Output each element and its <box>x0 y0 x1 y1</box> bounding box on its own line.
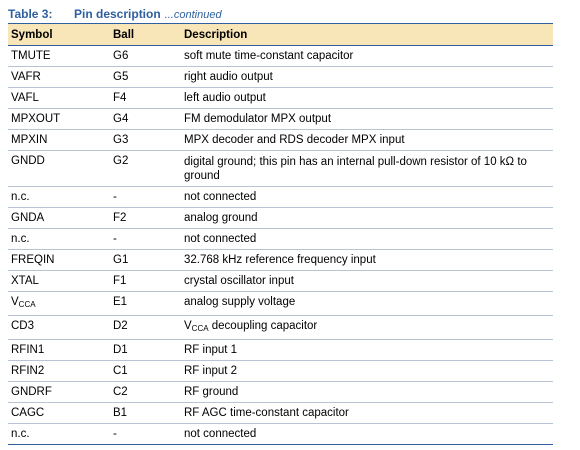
table-row: CD3 D2 VCCA decoupling capacitor <box>8 315 553 340</box>
cell-ball: E1 <box>110 291 178 316</box>
cell-ball: F4 <box>110 87 178 109</box>
cell-symbol: MPXOUT <box>8 108 110 130</box>
description-main: V <box>184 320 192 332</box>
table-row: n.c. - not connected <box>8 228 553 250</box>
table-row: VCCA E1 analog supply voltage <box>8 291 553 316</box>
symbol-main: V <box>11 296 19 308</box>
cell-ball: G4 <box>110 108 178 130</box>
cell-description: not connected <box>178 186 553 208</box>
cell-description: digital ground; this pin has an internal… <box>178 150 553 187</box>
cell-ball: - <box>110 186 178 208</box>
cell-ball: G6 <box>110 45 178 67</box>
cell-symbol: n.c. <box>8 228 110 250</box>
cell-ball: G1 <box>110 249 178 271</box>
table-row: XTAL F1 crystal oscillator input <box>8 270 553 292</box>
table-row: MPXOUT G4 FM demodulator MPX output <box>8 108 553 130</box>
symbol-subscript: CCA <box>18 300 36 309</box>
cell-description: RF input 1 <box>178 339 553 361</box>
cell-ball: B1 <box>110 402 178 424</box>
table-row: CAGC B1 RF AGC time-constant capacitor <box>8 402 553 424</box>
table-number: Table 3: <box>8 7 53 21</box>
cell-ball: G2 <box>110 150 178 187</box>
cell-ball: D2 <box>110 315 178 340</box>
table-row: GNDD G2 digital ground; this pin has an … <box>8 150 553 187</box>
cell-description: not connected <box>178 423 553 445</box>
cell-ball: G5 <box>110 66 178 88</box>
table-row: GNDRF C2 RF ground <box>8 381 553 403</box>
cell-description: crystal oscillator input <box>178 270 553 292</box>
table-row: MPXIN G3 MPX decoder and RDS decoder MPX… <box>8 129 553 151</box>
cell-description: right audio output <box>178 66 553 88</box>
cell-symbol: RFIN2 <box>8 360 110 382</box>
table-row: GNDA F2 analog ground <box>8 207 553 229</box>
cell-description: analog supply voltage <box>178 291 553 316</box>
table-row: RFIN1 D1 RF input 1 <box>8 339 553 361</box>
cell-symbol: MPXIN <box>8 129 110 151</box>
cell-description: MPX decoder and RDS decoder MPX input <box>178 129 553 151</box>
cell-symbol: GNDA <box>8 207 110 229</box>
cell-description: soft mute time-constant capacitor <box>178 45 553 67</box>
cell-symbol: FREQIN <box>8 249 110 271</box>
cell-ball: F2 <box>110 207 178 229</box>
table-row: n.c. - not connected <box>8 423 553 445</box>
table-title: Pin description <box>74 7 161 21</box>
description-subscript: CCA <box>191 324 209 333</box>
cell-symbol: VAFL <box>8 87 110 109</box>
cell-ball: F1 <box>110 270 178 292</box>
header-ball: Ball <box>110 24 178 46</box>
table-continued-note: ...continued <box>164 9 222 21</box>
cell-symbol: n.c. <box>8 186 110 208</box>
table-row: FREQIN G1 32.768 kHz reference frequency… <box>8 249 553 271</box>
cell-symbol: GNDRF <box>8 381 110 403</box>
header-symbol: Symbol <box>8 24 110 46</box>
table-row: VAFR G5 right audio output <box>8 66 553 88</box>
header-description: Description <box>178 24 553 46</box>
cell-ball: C1 <box>110 360 178 382</box>
cell-symbol: VCCA <box>8 291 110 316</box>
pin-description-table: Symbol Ball Description TMUTE G6 soft mu… <box>8 24 553 445</box>
cell-description: RF AGC time-constant capacitor <box>178 402 553 424</box>
cell-ball: C2 <box>110 381 178 403</box>
cell-description: RF input 2 <box>178 360 553 382</box>
cell-description: VCCA decoupling capacitor <box>178 315 553 340</box>
table-header-row: Symbol Ball Description <box>8 24 553 46</box>
table-top-rule <box>8 23 553 24</box>
cell-ball: D1 <box>110 339 178 361</box>
table-row: n.c. - not connected <box>8 186 553 208</box>
cell-symbol: n.c. <box>8 423 110 445</box>
table-row: TMUTE G6 soft mute time-constant capacit… <box>8 45 553 67</box>
cell-symbol: RFIN1 <box>8 339 110 361</box>
table-caption: Table 3: Pin description ...continued <box>8 7 222 21</box>
table-row: RFIN2 C1 RF input 2 <box>8 360 553 382</box>
cell-description: not connected <box>178 228 553 250</box>
cell-ball: - <box>110 228 178 250</box>
table-row: VAFL F4 left audio output <box>8 87 553 109</box>
cell-symbol: XTAL <box>8 270 110 292</box>
cell-description: 32.768 kHz reference frequency input <box>178 249 553 271</box>
cell-symbol: TMUTE <box>8 45 110 67</box>
cell-description: analog ground <box>178 207 553 229</box>
cell-ball: - <box>110 423 178 445</box>
description-rest: decoupling capacitor <box>208 320 318 332</box>
cell-ball: G3 <box>110 129 178 151</box>
cell-symbol: GNDD <box>8 150 110 187</box>
cell-symbol: CD3 <box>8 315 110 340</box>
cell-description: RF ground <box>178 381 553 403</box>
cell-description: FM demodulator MPX output <box>178 108 553 130</box>
cell-symbol: VAFR <box>8 66 110 88</box>
cell-symbol: CAGC <box>8 402 110 424</box>
cell-description: left audio output <box>178 87 553 109</box>
